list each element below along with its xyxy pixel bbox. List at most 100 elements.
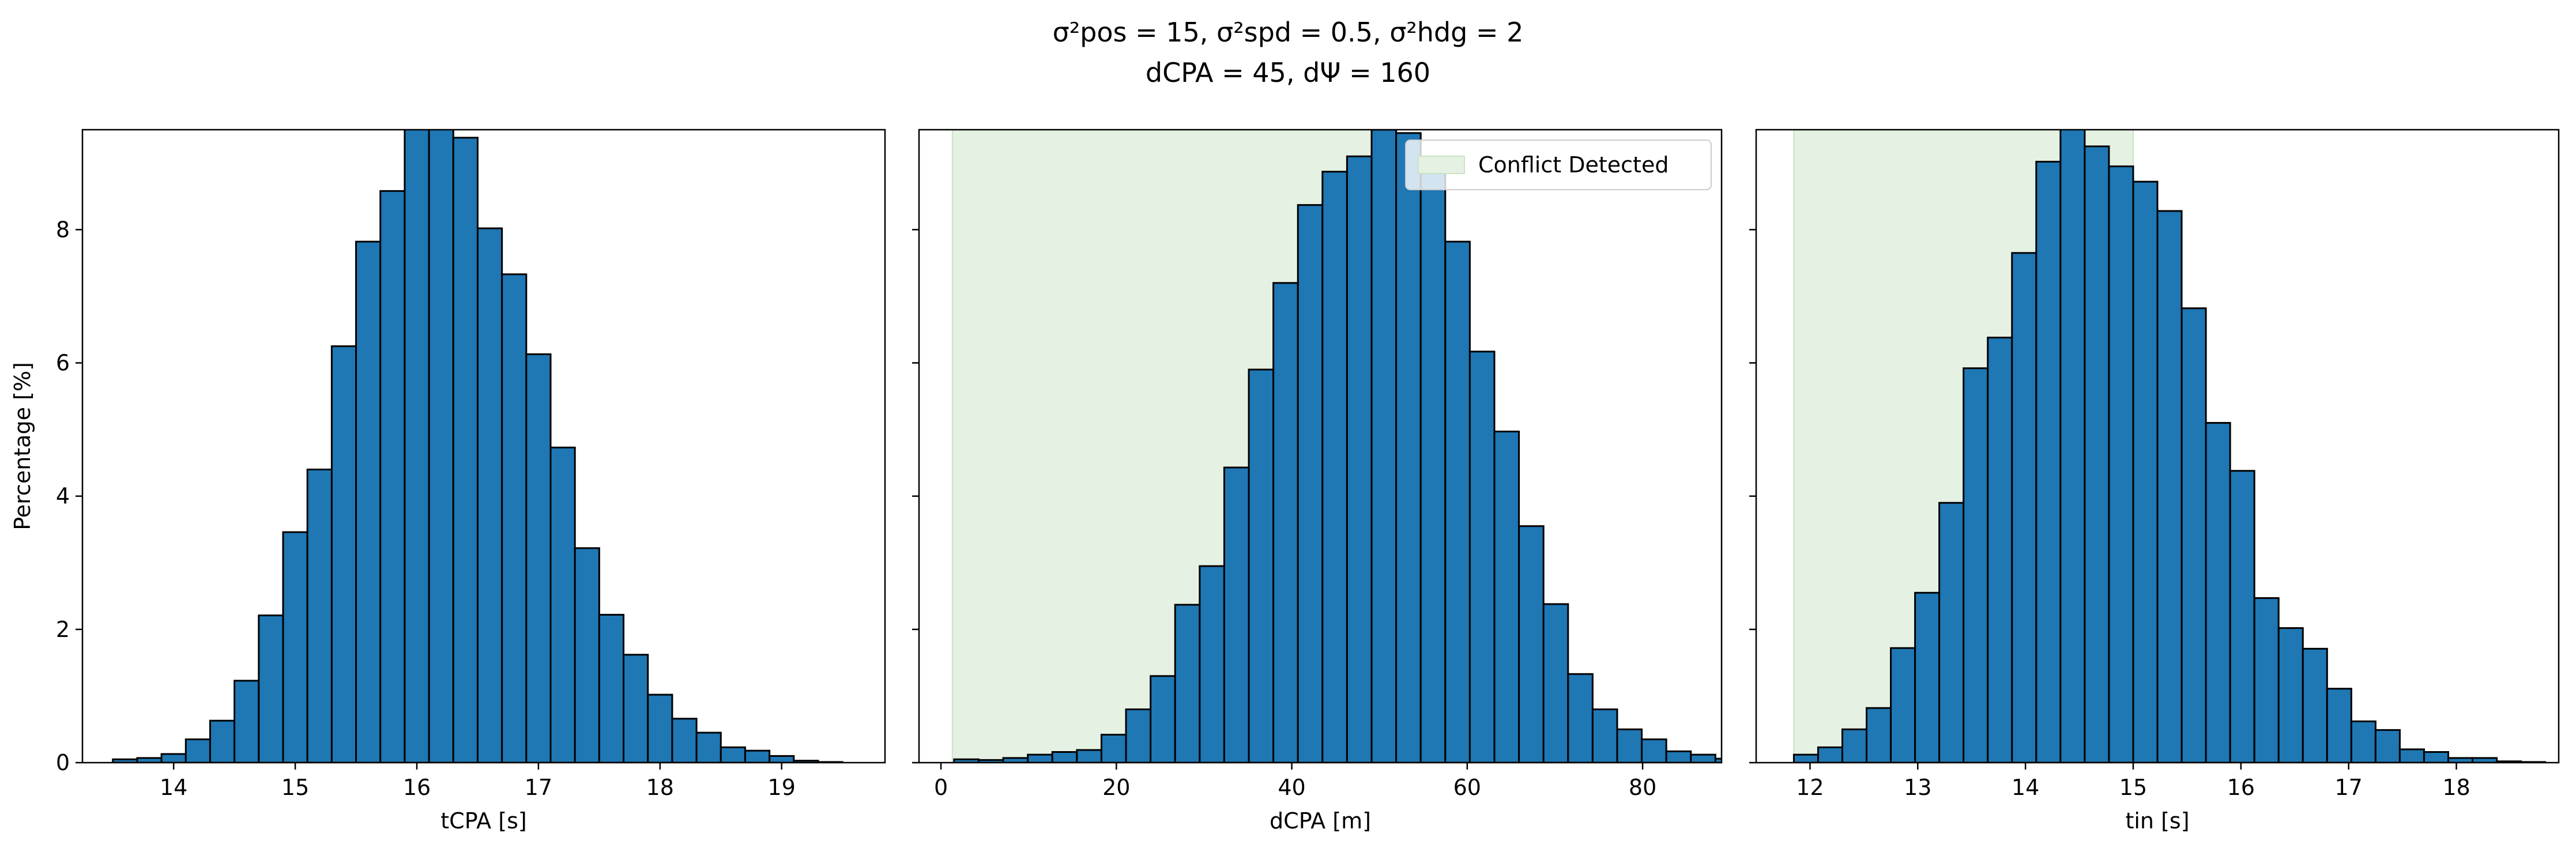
histogram-bar [1518, 525, 1545, 763]
histogram-bar [1199, 565, 1225, 763]
x-tick-label: 18 [2442, 775, 2470, 800]
histogram-bar [2253, 597, 2280, 763]
axes-frame [918, 129, 1723, 764]
histogram-bar [2350, 720, 2377, 763]
histogram-bar [1914, 591, 1941, 763]
histogram-bar [2059, 130, 2086, 763]
histogram-bar [2132, 180, 2159, 763]
x-tick-label: 15 [2119, 775, 2147, 800]
y-tick-label: 2 [56, 617, 70, 642]
histogram-bar [2229, 470, 2255, 763]
histogram-bar [1690, 753, 1716, 763]
legend-label: Conflict Detected [1478, 152, 1669, 178]
histogram-bar [379, 190, 406, 763]
histogram-bar [2302, 647, 2328, 763]
histogram-bar [2011, 252, 2038, 763]
histogram-bar [160, 753, 187, 763]
histogram-bar [1223, 466, 1250, 763]
y-tick-label: 8 [56, 217, 70, 242]
histogram-bar [1987, 337, 2013, 763]
histogram-bar [2277, 627, 2304, 763]
histogram-bar [1468, 350, 1496, 763]
histogram-bar [598, 613, 625, 763]
histogram-bar [1817, 746, 1843, 763]
histogram-bar [1150, 675, 1176, 763]
histogram-bar [1076, 749, 1102, 763]
x-tick-label: 0 [934, 775, 948, 800]
legend-swatch [1418, 156, 1465, 174]
x-tick-label: 19 [768, 775, 796, 800]
histogram-bar [671, 718, 698, 763]
histogram-bar [1792, 753, 1819, 763]
x-tick-label: 17 [525, 775, 552, 800]
histogram-bar [695, 732, 722, 763]
histogram-bar [2398, 748, 2425, 763]
x-axis-label: dCPA [m] [1270, 808, 1371, 834]
histogram-bar [1841, 728, 1868, 763]
histogram-bar [1272, 282, 1299, 763]
histogram-bar [355, 240, 382, 763]
histogram-bar [1616, 728, 1643, 763]
y-tick-label: 4 [56, 484, 70, 509]
histogram-bar [1174, 604, 1201, 763]
x-axis-label: tin [s] [2125, 808, 2189, 834]
histogram-bar [549, 446, 576, 763]
histogram-bar [209, 719, 236, 763]
histogram-bar [2035, 160, 2062, 763]
y-tick-label: 0 [56, 750, 70, 775]
x-tick-label: 13 [1904, 775, 1931, 800]
histogram-bar [744, 749, 771, 763]
histogram-bar [1125, 708, 1152, 763]
histogram-bar [1395, 132, 1422, 763]
histogram-bar [1567, 673, 1594, 763]
x-tick-label: 17 [2334, 775, 2362, 800]
histogram-bar [1051, 751, 1078, 763]
histogram-bar [282, 531, 308, 763]
x-tick-label: 15 [281, 775, 309, 800]
x-tick-label: 20 [1102, 775, 1130, 800]
histogram-bar [476, 227, 503, 763]
x-tick-label: 14 [160, 775, 187, 800]
histogram-bar [452, 137, 479, 763]
histogram-bar [1963, 367, 1989, 763]
histogram-bar [184, 738, 211, 763]
x-tick-label: 80 [1629, 775, 1656, 800]
x-tick-label: 60 [1453, 775, 1481, 800]
histogram-bar [647, 693, 673, 763]
histogram-bar [234, 680, 260, 763]
histogram-bar [404, 130, 430, 763]
histogram-bar [1321, 171, 1348, 763]
histogram-bar [2374, 729, 2401, 763]
y-axis-label: Percentage [%] [10, 362, 35, 530]
histogram-bar [1866, 707, 1892, 763]
histogram-bar [1444, 240, 1471, 763]
histogram-bar [2180, 307, 2207, 763]
histogram-bar [2423, 751, 2449, 763]
histogram-bar [525, 353, 552, 763]
legend: Conflict Detected [1405, 140, 1712, 190]
x-tick-label: 18 [646, 775, 674, 800]
axes-frame [1755, 129, 2560, 764]
x-tick-label: 40 [1278, 775, 1305, 800]
x-tick-label: 16 [403, 775, 431, 800]
histogram-bar [720, 746, 746, 763]
histogram-bar [1665, 750, 1692, 763]
histogram-bar [2205, 422, 2231, 763]
figure-title-line1: σ²pos = 15, σ²spd = 0.5, σ²hdg = 2 [1053, 17, 1524, 48]
histogram-bar [428, 130, 454, 763]
histogram-bar [1248, 368, 1275, 763]
axes-frame [81, 129, 886, 764]
subplot-3: 12 13 14 15 16 17 18 tin [s] [1749, 129, 2560, 834]
histogram-bar [1493, 431, 1520, 763]
x-tick-label: 14 [2012, 775, 2039, 800]
histogram-bar [574, 547, 600, 763]
x-tick-label: 16 [2227, 775, 2255, 800]
histogram-bar [1591, 708, 1618, 763]
histogram-bar [306, 468, 333, 763]
histogram-bar [2156, 210, 2183, 763]
histogram-bar [1027, 753, 1053, 763]
histogram-bar [258, 615, 284, 763]
histogram-bar [623, 654, 649, 763]
histogram-bar [769, 755, 795, 763]
y-tick-label: 6 [56, 350, 70, 376]
